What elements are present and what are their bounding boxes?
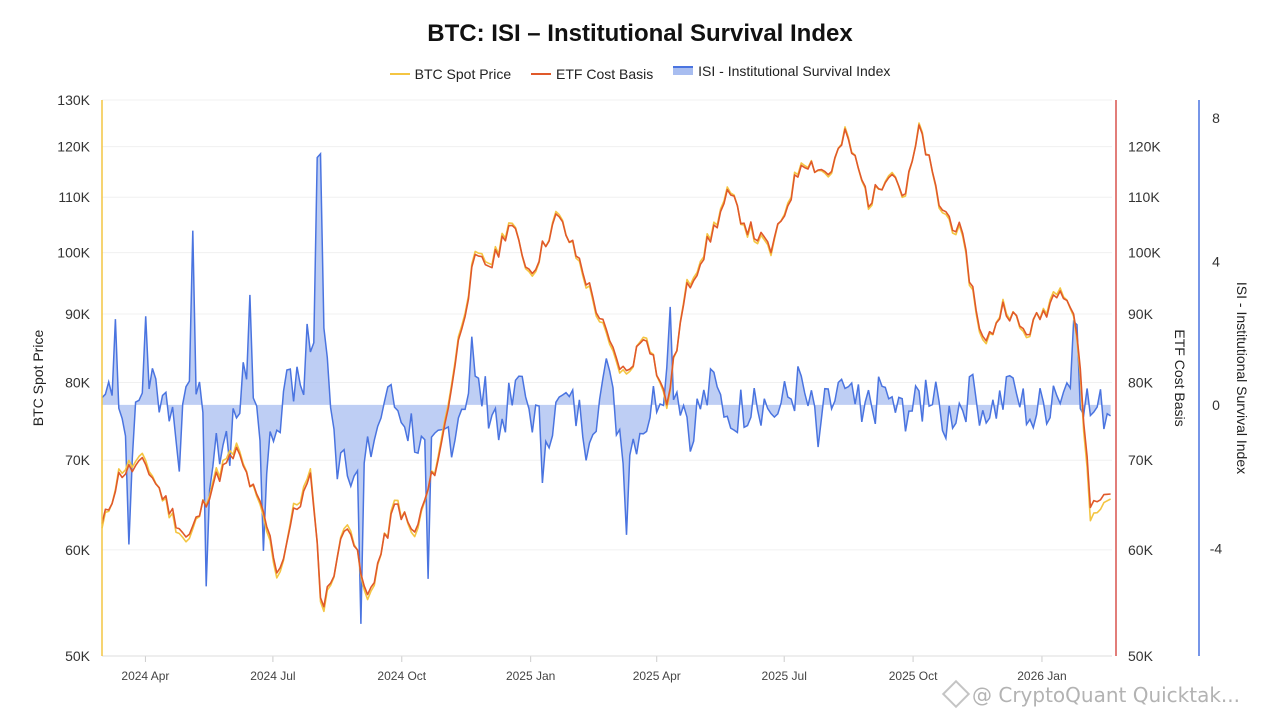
y-left-tick-label: 110K: [58, 189, 90, 205]
legend-item-isi[interactable]: ISI - Institutional Survival Index: [673, 63, 890, 79]
x-tick-label: 2026 Jan: [1017, 669, 1066, 683]
y-right1-tick-label: 60K: [1128, 542, 1154, 558]
y-right1-tick-label: 90K: [1128, 306, 1154, 322]
legend-swatch-isi: [673, 66, 694, 75]
y-left-tick-label: 80K: [65, 375, 91, 391]
x-tick-label: 2025 Apr: [633, 669, 681, 683]
watermark-text: @ CryptoQuant Quicktak...: [972, 683, 1241, 707]
x-tick-label: 2025 Jul: [762, 669, 807, 683]
y-right2-tick-label: 4: [1212, 253, 1220, 269]
isi-series: [101, 151, 1112, 624]
y-left-tick-label: 60K: [65, 542, 91, 558]
chart-title: BTC: ISI – Institutional Survival Index: [427, 20, 853, 47]
y-left-tick-label: 130K: [57, 92, 90, 108]
y-left-tick-label: 50K: [65, 648, 91, 664]
axes: [101, 100, 1200, 662]
legend-label-etf-cost-basis: ETF Cost Basis: [556, 66, 654, 82]
y-right1-tick-label: 110K: [1128, 189, 1160, 205]
y-right1-tick-label: 70K: [1128, 452, 1154, 468]
y-right2-axis-title: ISI - Institutional Survival Index: [1234, 282, 1250, 474]
x-tick-label: 2025 Jan: [506, 669, 555, 683]
price-series: [101, 122, 1111, 613]
isi-line: [101, 151, 1112, 624]
legend-item-etf-cost-basis[interactable]: ETF Cost Basis: [531, 66, 653, 82]
legend-swatch-etf-cost-basis: [531, 73, 552, 75]
y-right1-tick-label: 50K: [1128, 648, 1154, 664]
x-tick-label: 2025 Oct: [889, 669, 938, 683]
y-left-tick-label: 90K: [65, 306, 91, 322]
x-tick-label: 2024 Oct: [377, 669, 426, 683]
legend-swatch-btc-spot: [389, 73, 410, 75]
y-right2-tick-label: 8: [1212, 110, 1220, 126]
legend-label-btc-spot: BTC Spot Price: [414, 66, 512, 82]
y-right1-tick-label: 120K: [1128, 139, 1161, 155]
watermark: @ CryptoQuant Quicktak...: [941, 679, 1241, 709]
y-right1-tick-label: 80K: [1128, 375, 1154, 391]
isi-area: [102, 153, 1111, 624]
legend-item-btc-spot[interactable]: BTC Spot Price: [389, 66, 512, 82]
x-tick-label: 2024 Apr: [121, 669, 169, 683]
legend-label-isi: ISI - Institutional Survival Index: [698, 62, 891, 79]
y-left-tick-label: 120K: [57, 139, 90, 155]
tick-labels: 50K 60K 70K 80K 90K 100K 110K 120K 130K 50K 60K 70K…: [30, 92, 1250, 683]
y-right1-axis-title: ETF Cost Basis: [1172, 329, 1188, 426]
y-left-tick-label: 100K: [57, 245, 90, 261]
x-tick-label: 2024 Jul: [250, 669, 295, 683]
legend: BTC Spot Price ETF Cost Basis ISI - Inst…: [0, 62, 1280, 82]
cryptoquant-logo-icon: [941, 679, 971, 709]
etf-cost-basis-line: [101, 124, 1111, 608]
y-right2-tick-label: 0: [1212, 397, 1220, 413]
y-left-axis-title: BTC Spot Price: [30, 330, 46, 427]
y-right1-tick-label: 100K: [1128, 245, 1161, 261]
y-right2-tick-label: -4: [1210, 540, 1223, 556]
y-left-tick-label: 70K: [65, 452, 91, 468]
